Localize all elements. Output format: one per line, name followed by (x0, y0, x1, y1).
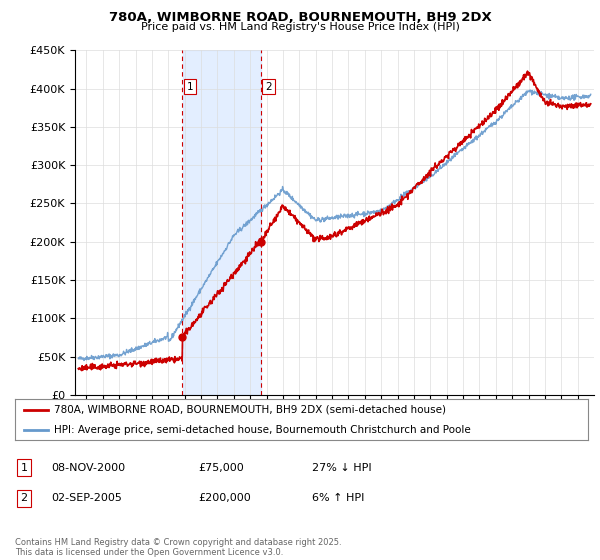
Text: 27% ↓ HPI: 27% ↓ HPI (312, 463, 371, 473)
Text: 02-SEP-2005: 02-SEP-2005 (51, 493, 122, 503)
Text: HPI: Average price, semi-detached house, Bournemouth Christchurch and Poole: HPI: Average price, semi-detached house,… (54, 425, 471, 435)
Text: 2: 2 (265, 82, 272, 92)
Text: 2: 2 (20, 493, 28, 503)
Text: 08-NOV-2000: 08-NOV-2000 (51, 463, 125, 473)
Text: 6% ↑ HPI: 6% ↑ HPI (312, 493, 364, 503)
Text: 1: 1 (20, 463, 28, 473)
Text: 780A, WIMBORNE ROAD, BOURNEMOUTH, BH9 2DX: 780A, WIMBORNE ROAD, BOURNEMOUTH, BH9 2D… (109, 11, 491, 24)
Text: 780A, WIMBORNE ROAD, BOURNEMOUTH, BH9 2DX (semi-detached house): 780A, WIMBORNE ROAD, BOURNEMOUTH, BH9 2D… (54, 405, 446, 415)
Text: Price paid vs. HM Land Registry's House Price Index (HPI): Price paid vs. HM Land Registry's House … (140, 22, 460, 32)
Text: Contains HM Land Registry data © Crown copyright and database right 2025.
This d: Contains HM Land Registry data © Crown c… (15, 538, 341, 557)
Text: £75,000: £75,000 (198, 463, 244, 473)
Text: 1: 1 (187, 82, 193, 92)
Text: £200,000: £200,000 (198, 493, 251, 503)
